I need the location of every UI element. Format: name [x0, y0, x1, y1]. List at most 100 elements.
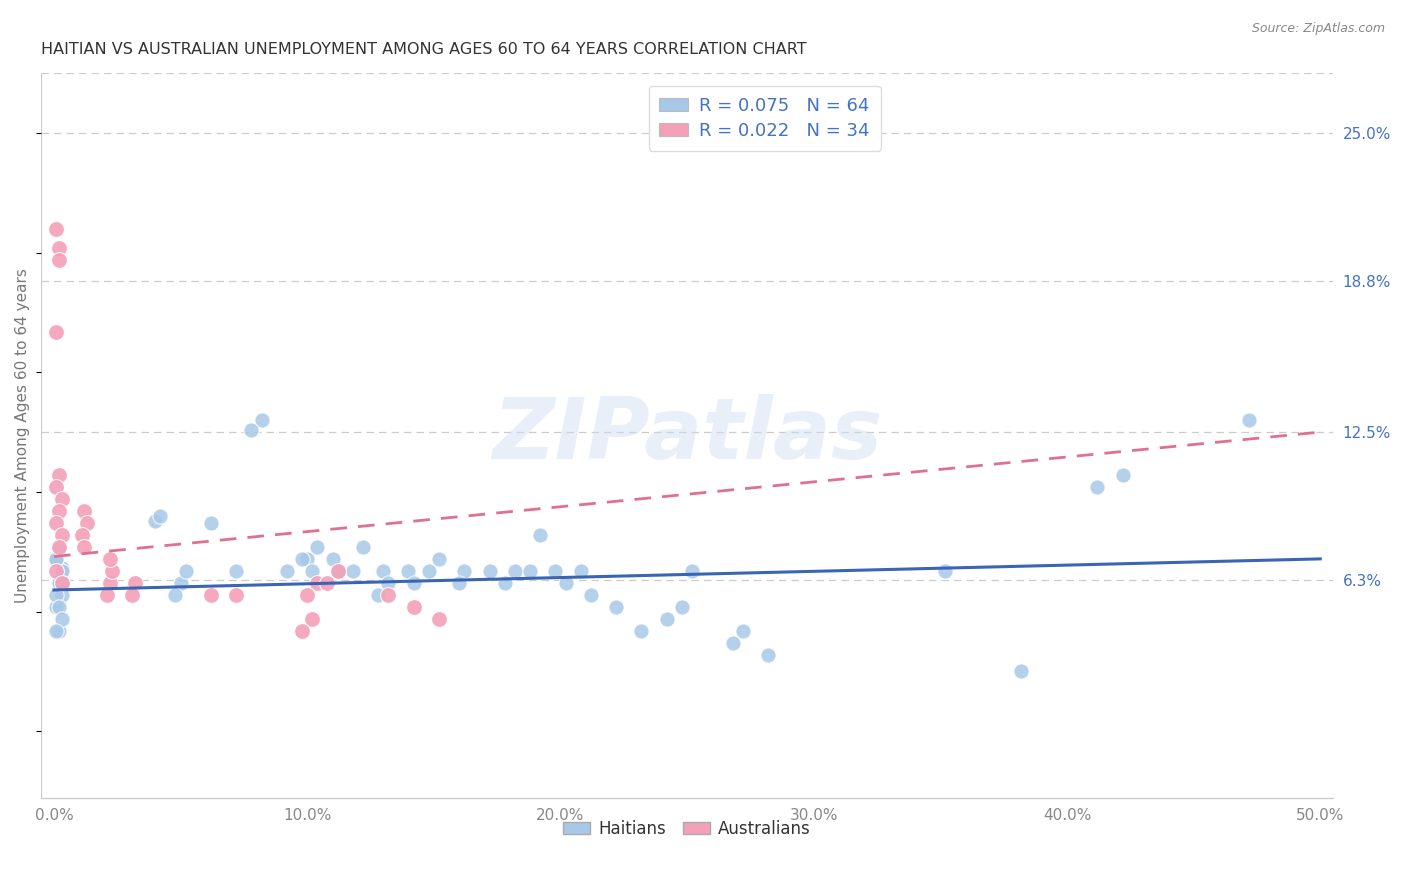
Point — [398, 564, 420, 578]
Point — [48, 504, 70, 518]
Point — [326, 564, 349, 578]
Point — [756, 648, 779, 662]
Point — [250, 413, 273, 427]
Point — [529, 528, 551, 542]
Point — [449, 575, 471, 590]
Point — [352, 540, 374, 554]
Legend: Haitians, Australians: Haitians, Australians — [557, 813, 817, 844]
Point — [367, 588, 389, 602]
Point — [51, 528, 73, 542]
Point — [377, 588, 399, 602]
Point — [326, 564, 349, 578]
Point — [301, 612, 323, 626]
Point — [96, 588, 118, 602]
Point — [671, 599, 693, 614]
Point — [554, 575, 576, 590]
Point — [165, 588, 187, 602]
Point — [45, 624, 67, 638]
Point — [51, 561, 73, 575]
Point — [418, 564, 440, 578]
Point — [45, 480, 67, 494]
Point — [721, 635, 744, 649]
Point — [301, 564, 323, 578]
Point — [377, 575, 399, 590]
Point — [48, 599, 70, 614]
Point — [579, 588, 602, 602]
Point — [143, 514, 166, 528]
Point — [73, 504, 96, 518]
Point — [73, 540, 96, 554]
Point — [48, 468, 70, 483]
Point — [48, 575, 70, 590]
Point — [45, 325, 67, 339]
Point — [402, 575, 425, 590]
Point — [373, 564, 395, 578]
Point — [291, 552, 314, 566]
Point — [240, 423, 263, 437]
Point — [48, 540, 70, 554]
Point — [276, 564, 298, 578]
Point — [519, 564, 541, 578]
Point — [494, 575, 516, 590]
Point — [48, 574, 70, 588]
Point — [51, 564, 73, 578]
Point — [478, 564, 501, 578]
Point — [934, 564, 956, 578]
Point — [48, 624, 70, 638]
Point — [101, 564, 124, 578]
Point — [655, 612, 678, 626]
Point — [453, 564, 475, 578]
Point — [45, 552, 67, 566]
Point — [503, 564, 526, 578]
Point — [1010, 665, 1032, 679]
Point — [45, 552, 67, 566]
Point — [45, 588, 67, 602]
Point — [307, 575, 329, 590]
Point — [295, 588, 318, 602]
Point — [544, 564, 567, 578]
Point — [427, 612, 450, 626]
Point — [45, 516, 67, 530]
Text: ZIPatlas: ZIPatlas — [492, 394, 882, 477]
Point — [48, 542, 70, 557]
Point — [1112, 468, 1135, 483]
Point — [731, 624, 754, 638]
Point — [51, 492, 73, 507]
Point — [342, 564, 364, 578]
Point — [70, 528, 93, 542]
Point — [427, 552, 450, 566]
Point — [48, 241, 70, 255]
Point — [681, 564, 703, 578]
Point — [48, 252, 70, 267]
Point — [169, 575, 191, 590]
Point — [569, 564, 592, 578]
Point — [1085, 480, 1108, 494]
Point — [225, 588, 247, 602]
Point — [225, 564, 247, 578]
Point — [45, 564, 67, 578]
Point — [149, 508, 172, 523]
Point — [295, 552, 318, 566]
Point — [630, 624, 652, 638]
Point — [51, 575, 73, 590]
Point — [1239, 413, 1261, 427]
Point — [76, 516, 98, 530]
Point — [200, 588, 222, 602]
Point — [121, 588, 143, 602]
Point — [316, 575, 339, 590]
Point — [51, 612, 73, 626]
Point — [98, 552, 121, 566]
Point — [200, 516, 222, 530]
Point — [51, 588, 73, 602]
Point — [98, 575, 121, 590]
Point — [402, 599, 425, 614]
Point — [124, 575, 146, 590]
Point — [51, 575, 73, 590]
Text: HAITIAN VS AUSTRALIAN UNEMPLOYMENT AMONG AGES 60 TO 64 YEARS CORRELATION CHART: HAITIAN VS AUSTRALIAN UNEMPLOYMENT AMONG… — [41, 42, 807, 57]
Point — [45, 221, 67, 235]
Point — [321, 552, 343, 566]
Point — [307, 540, 329, 554]
Y-axis label: Unemployment Among Ages 60 to 64 years: Unemployment Among Ages 60 to 64 years — [15, 268, 30, 603]
Point — [605, 599, 627, 614]
Point — [174, 564, 197, 578]
